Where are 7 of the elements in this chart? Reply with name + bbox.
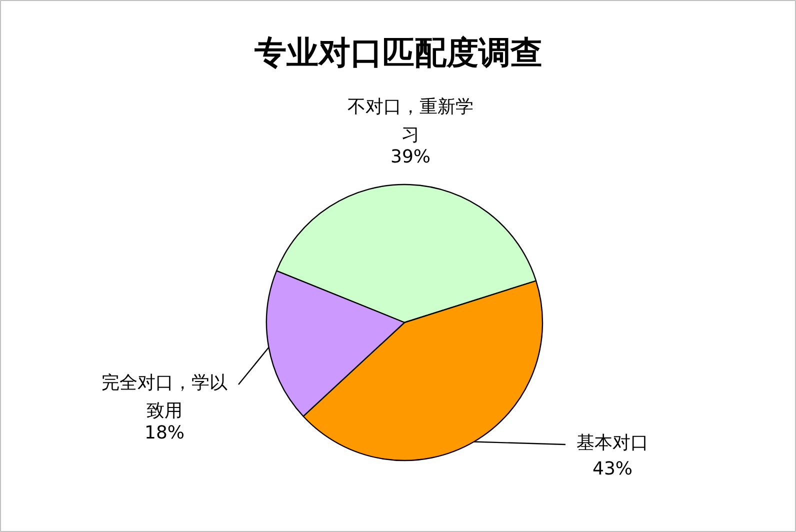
- slice-label: 完全对口，学以致用: [102, 372, 228, 422]
- data-label: 43%: [592, 458, 633, 480]
- data-label: 18%: [144, 422, 185, 444]
- slice-label: 不对口，重新学习: [348, 96, 474, 146]
- slice-label: 基本对口: [576, 432, 648, 454]
- chart-title: 专业对口匹配度调查: [254, 34, 542, 70]
- data-label: 39%: [390, 146, 431, 168]
